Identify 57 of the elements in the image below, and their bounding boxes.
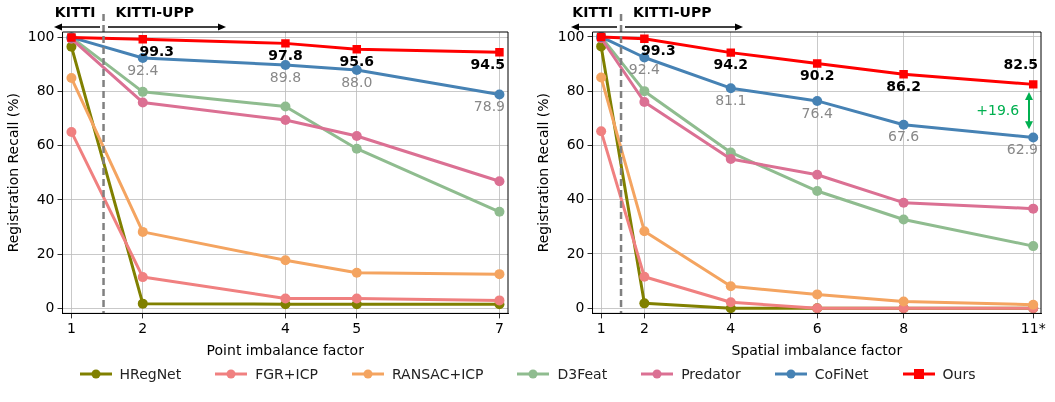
data-label: 95.6 <box>339 52 375 69</box>
x-tick-label: 2 <box>138 320 148 337</box>
text: KITTI-UPP <box>115 3 194 20</box>
legend-label: D3Feat <box>557 366 608 382</box>
data-label: 90.2 <box>799 67 835 84</box>
data-label: 78.9 <box>473 98 505 115</box>
y-tick-label: 100 <box>27 28 55 45</box>
annotation: +19.6 <box>976 101 1020 118</box>
data-label: 97.8 <box>268 47 303 64</box>
text: KITTI-UPP <box>633 3 712 20</box>
legend-label: CoFiNet <box>814 366 869 382</box>
data-label: 88.0 <box>341 73 373 90</box>
y-tick-label: 0 <box>575 298 585 315</box>
y-tick-label: 0 <box>45 298 55 315</box>
x-tick-label: 8 <box>899 320 909 337</box>
y-tick-label: 20 <box>36 244 55 261</box>
y-tick-label: 80 <box>566 81 585 98</box>
y-tick-label: 100 <box>557 27 585 44</box>
y-tick-label: 40 <box>566 190 585 207</box>
y-tick-label: 60 <box>36 136 55 153</box>
data-label: 81.1 <box>715 91 747 108</box>
data-label: 92.4 <box>127 61 159 78</box>
x-tick-label: 6 <box>812 320 822 337</box>
y-tick-label: 80 <box>36 82 55 99</box>
legend-label: FGR+ICP <box>255 366 318 382</box>
x-tick-label: 4 <box>726 320 736 337</box>
x-tick-label: 11* <box>1020 320 1046 337</box>
x-axis-title: Point imbalance factor <box>206 342 365 359</box>
y-tick-label: 20 <box>566 244 585 261</box>
legend-label: Predator <box>681 366 741 382</box>
data-label: 76.4 <box>801 104 833 121</box>
data-label: 82.5 <box>1003 56 1038 73</box>
data-label: 94.5 <box>470 55 505 72</box>
x-tick-label: 7 <box>494 320 504 337</box>
x-tick-label: 1 <box>66 320 76 337</box>
y-tick-label: 40 <box>36 190 55 207</box>
data-label: 62.9 <box>1006 141 1038 158</box>
legend-label: RANSAC+ICP <box>391 366 484 382</box>
text: KITTI <box>54 3 96 20</box>
data-label: 99.3 <box>139 42 175 59</box>
text: KITTI <box>572 3 614 20</box>
x-axis-title: Spatial imbalance factor <box>731 342 903 359</box>
data-label: 67.6 <box>888 128 920 145</box>
legend-label: HRegNet <box>119 366 182 382</box>
y-axis-title: Registration Recall (%) <box>5 93 22 253</box>
data-label: 99.3 <box>641 42 676 59</box>
data-label: 94.2 <box>713 56 749 73</box>
x-tick-label: 4 <box>280 320 290 337</box>
x-tick-label: 5 <box>352 320 362 337</box>
data-label: 92.4 <box>628 61 661 78</box>
x-tick-label: 1 <box>596 320 606 337</box>
data-label: 89.8 <box>269 68 302 85</box>
legend-label: Ours <box>942 366 976 382</box>
y-tick-label: 60 <box>566 136 585 153</box>
y-axis-title: Registration Recall (%) <box>535 93 552 253</box>
x-tick-label: 2 <box>639 320 649 337</box>
data-label: 86.2 <box>886 77 921 94</box>
